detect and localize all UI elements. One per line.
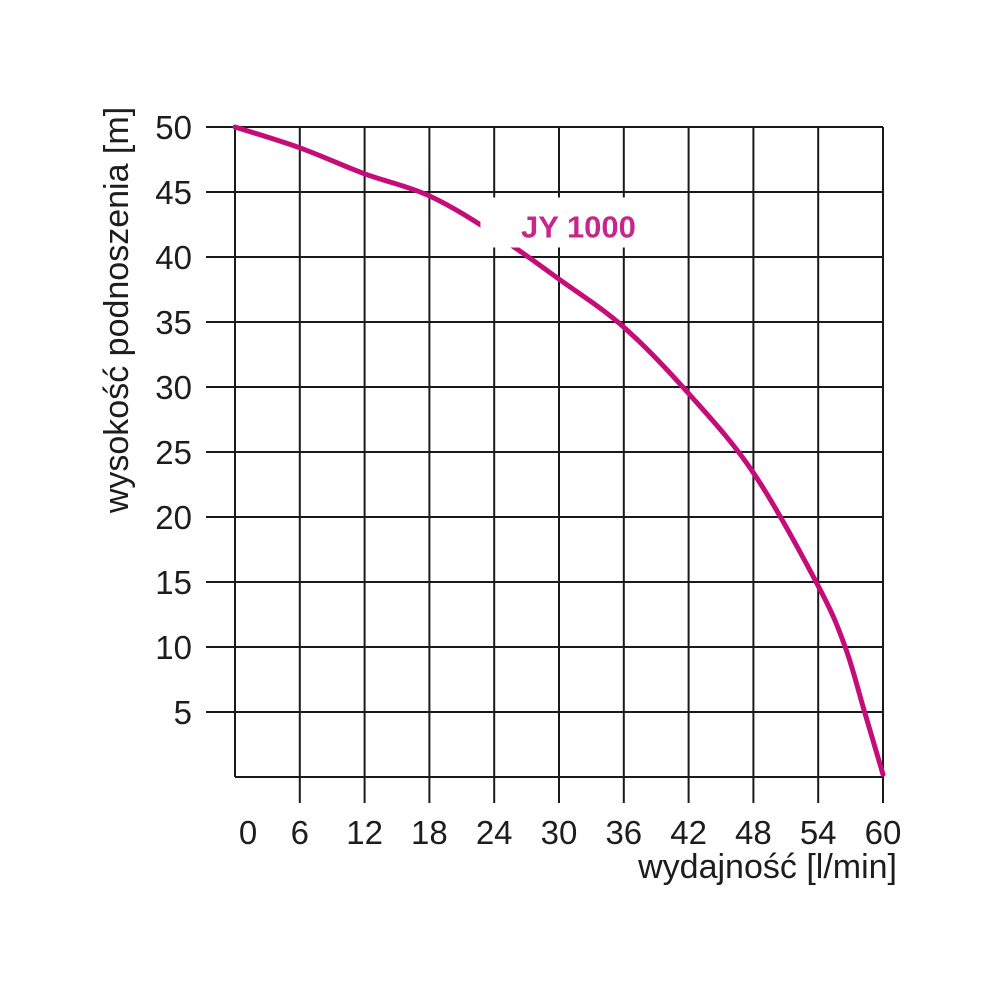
y-axis-title: wysokość podnoszenia [m] [98, 107, 136, 514]
performance-curve [232, 124, 886, 777]
curve-label-background [480, 197, 677, 248]
x-tick-label: 24 [476, 814, 513, 851]
y-tick-label: 35 [155, 304, 192, 341]
y-tick-label: 15 [155, 564, 192, 601]
x-tick-label: 60 [865, 814, 902, 851]
y-tick-label: 30 [155, 369, 192, 406]
x-tick-label: 12 [346, 814, 383, 851]
y-tick-label: 20 [155, 499, 192, 536]
y-tick-label: 5 [174, 694, 192, 731]
x-tick-label: 18 [411, 814, 448, 851]
x-tick-label: 48 [735, 814, 772, 851]
y-tick-label: 45 [155, 174, 192, 211]
x-tick-label: 54 [800, 814, 837, 851]
y-tick-label: 25 [155, 434, 192, 471]
x-tick-label: 42 [670, 814, 707, 851]
x-tick-label: 30 [541, 814, 578, 851]
curve-label: JY 1000 [521, 210, 636, 245]
x-tick-label: 36 [605, 814, 642, 851]
y-tick-label: 40 [155, 239, 192, 276]
x-tick-label: 6 [291, 814, 309, 851]
y-tick-label: 10 [155, 629, 192, 666]
y-tick-label: 50 [155, 109, 192, 146]
x-tick-label: 0 [239, 814, 257, 851]
x-axis-title: wydajność [l/min] [637, 848, 897, 886]
